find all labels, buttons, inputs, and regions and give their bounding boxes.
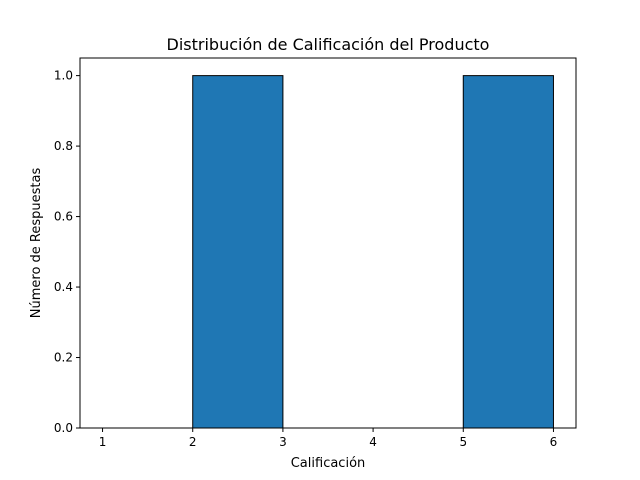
axes-frame — [79, 57, 577, 429]
y-tick-label: 0.2 — [54, 351, 73, 365]
y-tick-label: 0.6 — [54, 210, 73, 224]
x-tick-label: 1 — [99, 435, 107, 449]
histogram-bar — [192, 75, 284, 429]
y-axis-label: Número de Respuestas — [29, 168, 44, 319]
x-tick-label: 3 — [279, 435, 287, 449]
chart-title: Distribución de Calificación del Product… — [167, 35, 490, 54]
x-tick-label: 5 — [459, 435, 467, 449]
histogram-bar — [462, 75, 554, 429]
y-tick-label: 1.0 — [54, 69, 73, 83]
y-tick-label: 0.4 — [54, 280, 73, 294]
x-tick-label: 6 — [550, 435, 558, 449]
plot-area: 1 2 3 4 5 6 0.0 0.2 0.4 0.6 0.8 1.0 — [54, 57, 577, 449]
y-tick-label: 0.8 — [54, 139, 73, 153]
x-tick-label: 4 — [369, 435, 377, 449]
x-axis-label: Calificación — [291, 456, 366, 471]
y-tick-label: 0.0 — [54, 421, 73, 435]
x-tick-label: 2 — [189, 435, 197, 449]
